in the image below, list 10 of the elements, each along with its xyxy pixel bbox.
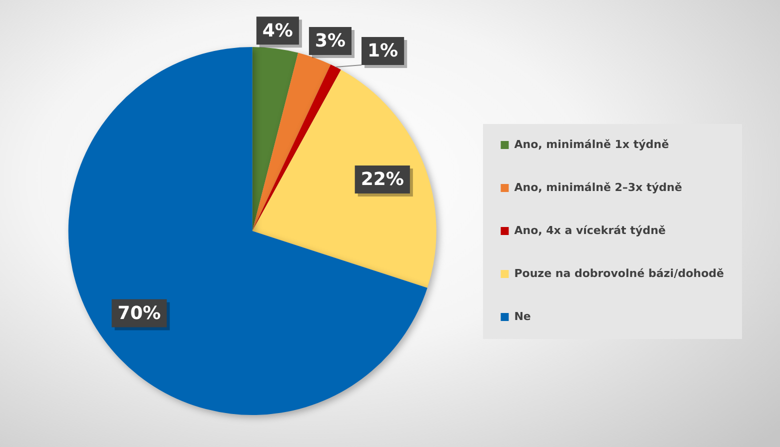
legend-label: Ano, minimálně 1x týdně — [514, 138, 669, 151]
data-label: 22% — [360, 169, 404, 190]
data-label: 3% — [314, 30, 346, 52]
legend-label: Ano, minimálně 2–3x týdně — [514, 180, 682, 194]
data-label: 4% — [262, 20, 293, 42]
legend-label: Ano, 4x a vícekrát týdně — [514, 224, 666, 237]
legend-label: Pouze na dobrovolné bázi/dohodě — [514, 266, 724, 280]
data-label: 70% — [118, 302, 161, 324]
legend-label: Ne — [514, 310, 531, 323]
data-label: 1% — [368, 40, 398, 62]
